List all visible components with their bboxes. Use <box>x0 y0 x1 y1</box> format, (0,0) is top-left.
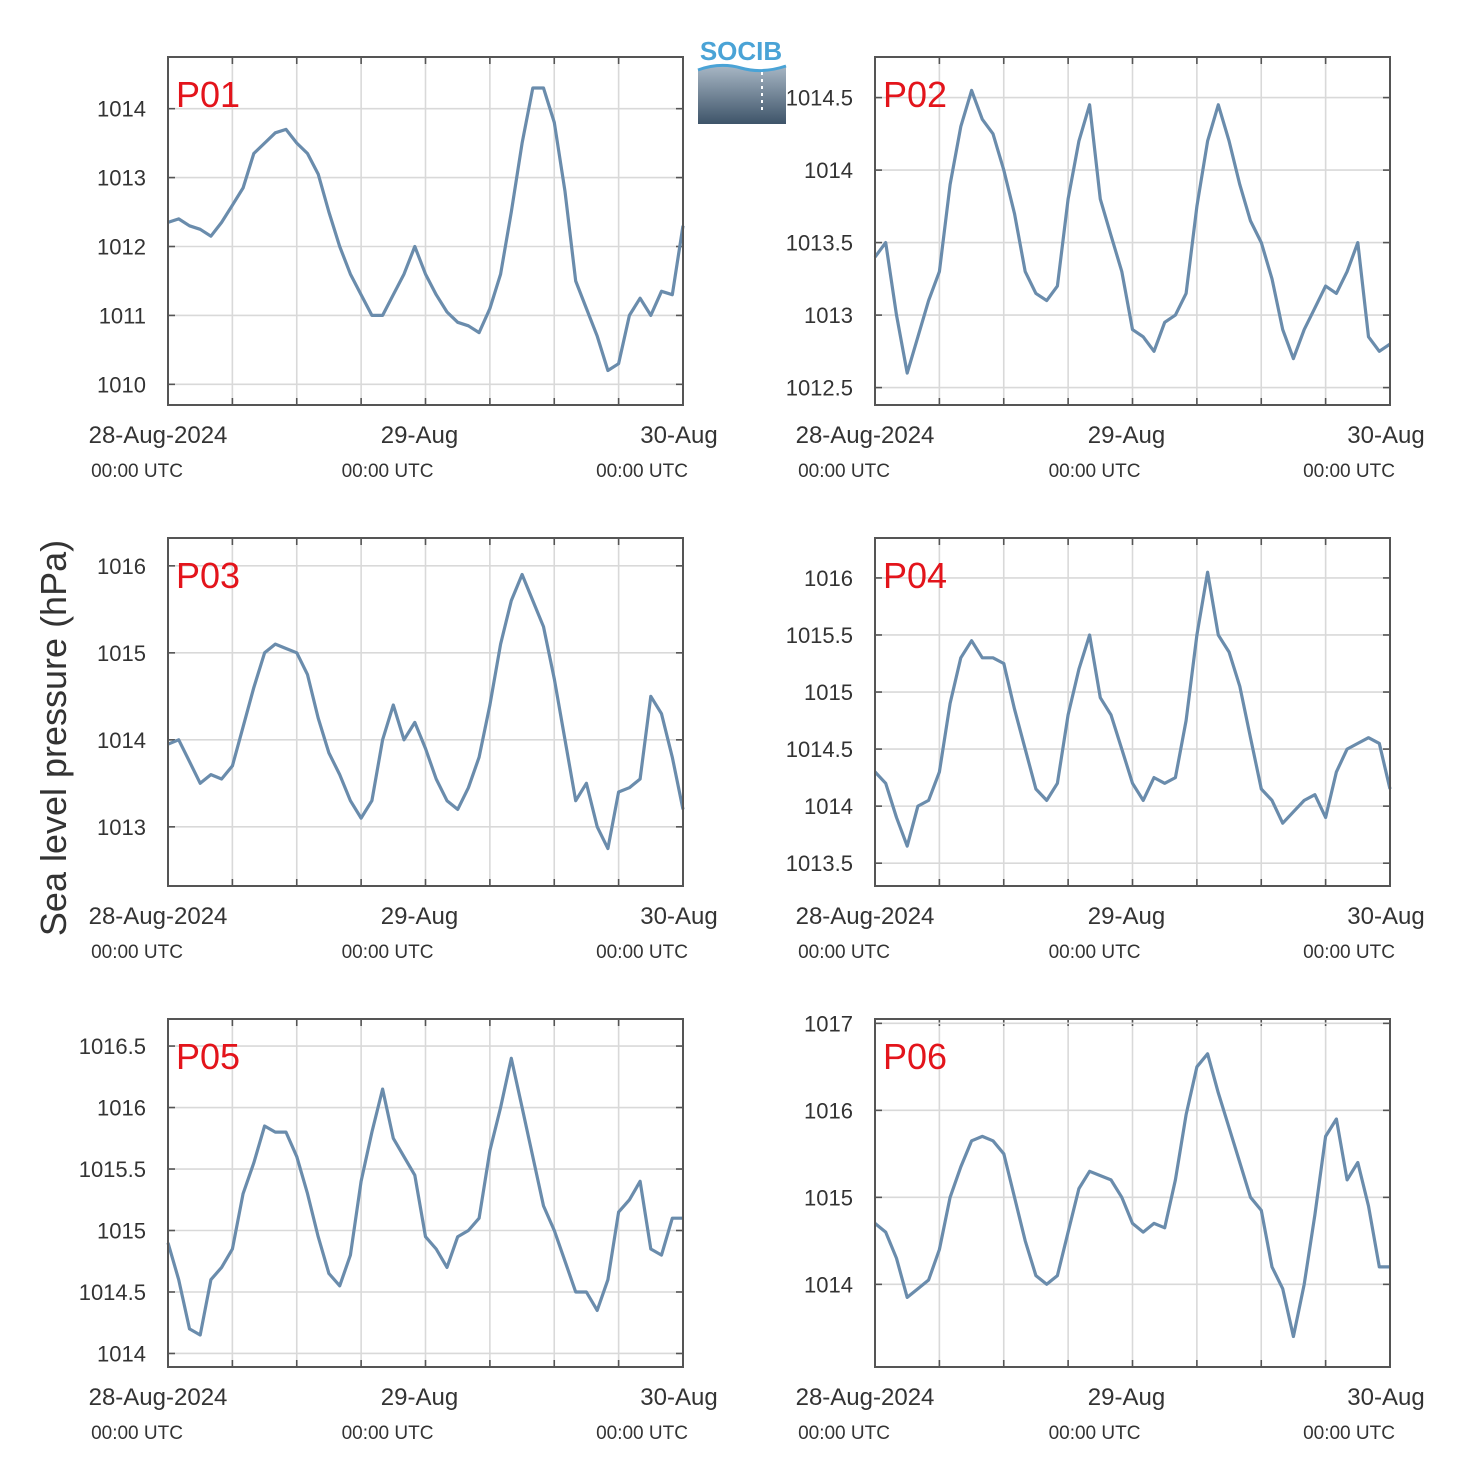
y-tick-label: 1010 <box>97 372 146 397</box>
chart-panel: 1010 1011 1012 1013 1014 P01 28-Aug-2024 00:00 … <box>89 56 718 482</box>
x-tick-label: 30-Aug <box>1347 1384 1424 1411</box>
y-tick-label: 1016 <box>804 1098 853 1123</box>
y-tick-label: 1013.5 <box>786 231 853 256</box>
y-tick-label: 1015.5 <box>79 1157 146 1182</box>
x-tick-sublabel: 00:00 UTC <box>342 942 434 963</box>
y-tick-label: 1016 <box>97 554 146 579</box>
x-tick-sublabel: 00:00 UTC <box>596 1423 688 1444</box>
socib-logo: SOCIB <box>697 36 787 124</box>
plot-frame <box>167 56 684 406</box>
x-tick-label: 29-Aug <box>381 903 458 930</box>
plot-frame <box>167 537 684 887</box>
x-tick-label: 28-Aug-2024 <box>796 1384 935 1411</box>
y-tick-label: 1014 <box>804 794 853 819</box>
series-line <box>873 88 1391 375</box>
panel-label: P01 <box>176 74 240 115</box>
plot-frame <box>167 1018 684 1368</box>
series-line <box>167 86 685 373</box>
y-tick-label: 1014 <box>804 158 853 183</box>
y-tick-label: 1012.5 <box>786 376 853 401</box>
y-tick-label: 1015 <box>97 641 146 666</box>
chart-panels: 1010 1011 1012 1013 1014 P01 28-Aug-2024 00:00 … <box>79 56 1425 1444</box>
x-tick-sublabel: 00:00 UTC <box>1049 461 1141 482</box>
x-tick-sublabel: 00:00 UTC <box>91 1423 183 1444</box>
y-tick-label: 1014.5 <box>786 737 853 762</box>
x-tick-label: 29-Aug <box>1088 1384 1165 1411</box>
panel-label: P02 <box>883 74 947 115</box>
x-tick-label: 30-Aug <box>1347 903 1424 930</box>
y-tick-label: 1014 <box>97 97 146 122</box>
series-line <box>873 1052 1390 1339</box>
panel-label: P06 <box>883 1036 947 1077</box>
chart-panel: 1012.5 1013 1013.5 1014 1014.5 P02 28-Aug-2024… <box>786 56 1425 482</box>
x-tick-sublabel: 00:00 UTC <box>342 461 434 482</box>
y-tick-label: 1014.5 <box>786 86 853 111</box>
plot-frame <box>874 56 1391 406</box>
y-tick-label: 1014 <box>804 1272 853 1297</box>
x-tick-sublabel: 00:00 UTC <box>91 942 183 963</box>
y-tick-label: 1016.5 <box>79 1034 146 1059</box>
x-tick-sublabel: 00:00 UTC <box>798 461 890 482</box>
y-tick-label: 1015.5 <box>786 623 853 648</box>
x-tick-label: 28-Aug-2024 <box>796 903 935 930</box>
x-tick-sublabel: 00:00 UTC <box>596 942 688 963</box>
logo-wave-icon <box>698 65 786 124</box>
y-tick-label: 1014.5 <box>79 1280 146 1305</box>
x-tick-label: 28-Aug-2024 <box>89 422 228 449</box>
chart-panel: 1014 1015 1016 1017 P06 28-Aug-2024 00:00 UTC 2… <box>796 1011 1425 1444</box>
plot-frame <box>874 1018 1391 1368</box>
panel-label: P03 <box>176 555 240 596</box>
x-tick-sublabel: 00:00 UTC <box>1303 461 1395 482</box>
x-tick-label: 29-Aug <box>381 1384 458 1411</box>
plot-frame <box>874 537 1391 887</box>
y-tick-label: 1013 <box>804 303 853 328</box>
x-tick-label: 30-Aug <box>1347 422 1424 449</box>
y-tick-label: 1012 <box>97 235 146 260</box>
y-tick-label: 1013.5 <box>786 851 853 876</box>
y-tick-label: 1013 <box>97 166 146 191</box>
chart-panel: 1013.5 1014 1014.5 1015 1015.5 1016 P04 28-Aug-… <box>786 537 1425 963</box>
x-tick-sublabel: 00:00 UTC <box>1049 1423 1141 1444</box>
x-tick-sublabel: 00:00 UTC <box>1303 942 1395 963</box>
logo-text: SOCIB <box>700 36 782 66</box>
x-tick-sublabel: 00:00 UTC <box>91 461 183 482</box>
y-tick-label: 1014 <box>97 1341 146 1366</box>
y-tick-label: 1017 <box>804 1011 853 1036</box>
x-tick-label: 29-Aug <box>381 422 458 449</box>
y-tick-label: 1016 <box>97 1096 146 1121</box>
x-tick-label: 28-Aug-2024 <box>89 1384 228 1411</box>
chart-panel: 1014 1014.5 1015 1015.5 1016 1016.5 P05 28-Aug-… <box>79 1018 718 1444</box>
x-tick-sublabel: 00:00 UTC <box>342 1423 434 1444</box>
x-tick-label: 28-Aug-2024 <box>89 903 228 930</box>
panel-label: P04 <box>883 555 947 596</box>
series-line <box>166 1056 683 1337</box>
y-tick-label: 1011 <box>99 303 146 328</box>
y-tick-label: 1013 <box>97 815 146 840</box>
x-tick-sublabel: 00:00 UTC <box>596 461 688 482</box>
series-line <box>873 570 1392 848</box>
panel-label: P05 <box>176 1036 240 1077</box>
y-tick-label: 1015 <box>804 1185 853 1210</box>
x-tick-sublabel: 00:00 UTC <box>1049 942 1141 963</box>
x-tick-sublabel: 00:00 UTC <box>798 942 890 963</box>
logo-waveline-icon <box>697 63 787 73</box>
x-tick-label: 29-Aug <box>1088 422 1165 449</box>
x-tick-sublabel: 00:00 UTC <box>1303 1423 1395 1444</box>
x-tick-label: 28-Aug-2024 <box>796 422 935 449</box>
y-tick-label: 1014 <box>97 728 146 753</box>
x-tick-label: 30-Aug <box>640 903 717 930</box>
x-tick-label: 29-Aug <box>1088 903 1165 930</box>
x-tick-sublabel: 00:00 UTC <box>798 1423 890 1444</box>
x-tick-label: 30-Aug <box>640 422 717 449</box>
y-tick-label: 1015 <box>804 680 853 705</box>
y-tick-label: 1016 <box>804 566 853 591</box>
series-line <box>167 572 685 851</box>
x-tick-label: 30-Aug <box>640 1384 717 1411</box>
y-axis-label: Sea level pressure (hPa) <box>33 540 74 936</box>
chart-panel: 1013 1014 1015 1016 P03 28-Aug-2024 00:00 UTC 2… <box>89 537 718 963</box>
y-tick-label: 1015 <box>97 1219 146 1244</box>
